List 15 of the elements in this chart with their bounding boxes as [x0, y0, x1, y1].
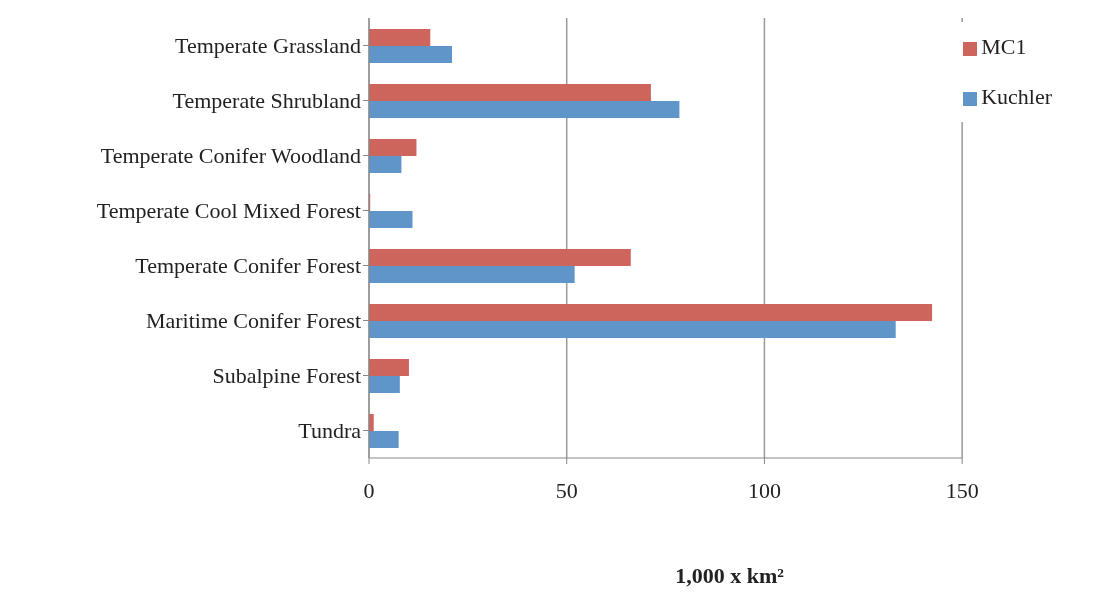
- y-tick-label: Subalpine Forest: [212, 363, 361, 389]
- legend-label: Kuchler: [981, 84, 1052, 109]
- y-tick-label: Temperate Cool Mixed Forest: [96, 198, 361, 224]
- y-tick-label: Temperate Shrubland: [172, 88, 361, 114]
- x-tick-label: 100: [747, 477, 781, 503]
- y-tick-label: Temperate Conifer Woodland: [100, 143, 361, 169]
- legend-label: MC1: [981, 34, 1027, 59]
- x-axis-title: 1,000 x km²: [674, 563, 785, 589]
- x-tick-label: 0: [363, 477, 375, 503]
- x-tick-label: 150: [945, 477, 979, 503]
- y-tick-label: Maritime Conifer Forest: [145, 308, 361, 334]
- y-tick-label: Temperate Conifer Forest: [135, 253, 361, 279]
- y-tick-label: Tundra: [298, 418, 362, 444]
- y-tick-label: Temperate Grassland: [175, 33, 361, 59]
- x-tick-label: 50: [555, 477, 578, 503]
